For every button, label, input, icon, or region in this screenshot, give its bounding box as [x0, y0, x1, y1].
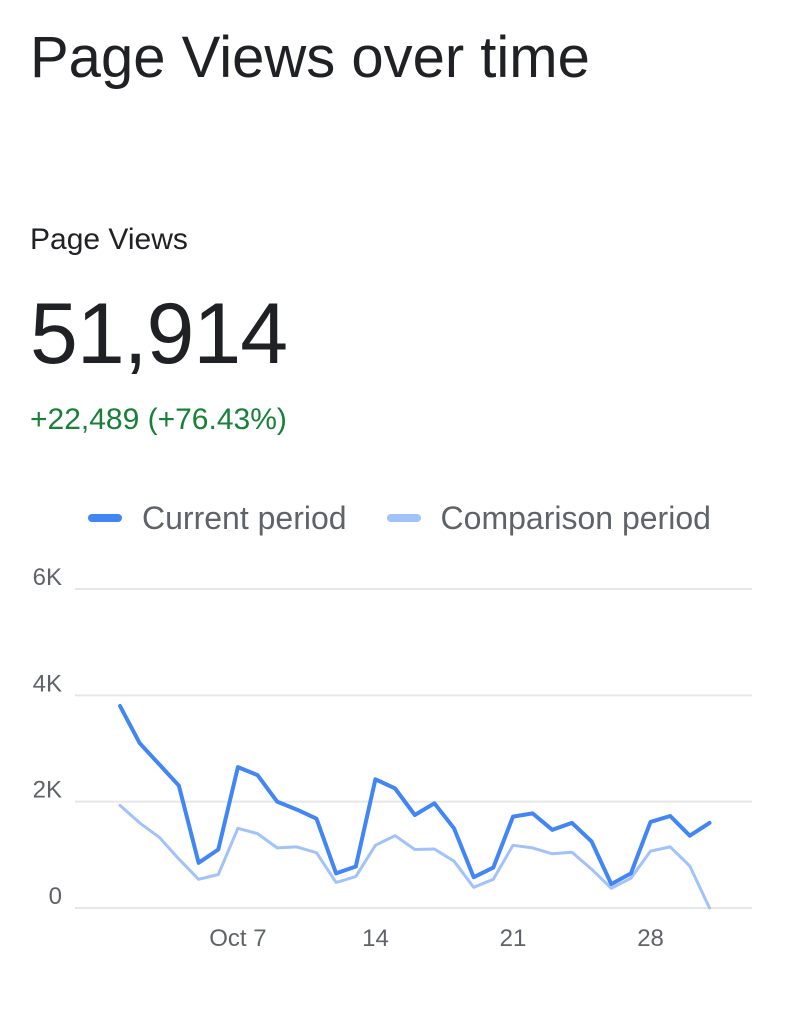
line-chart: 0 2K 4K 6K Oct 7 14 21 28 — [33, 564, 752, 952]
series-line-current[interactable] — [118, 704, 712, 887]
metric-label: Page Views — [30, 223, 188, 256]
x-axis-ticks: Oct 7 14 21 28 — [209, 925, 664, 952]
x-tick-label: 14 — [362, 925, 389, 952]
y-tick-label: 0 — [49, 883, 62, 910]
y-tick-label: 2K — [33, 777, 62, 804]
legend-item-comparison[interactable]: Comparison period — [386, 496, 711, 540]
y-tick-label: 6K — [33, 564, 62, 591]
metric-value: 51,914 — [30, 286, 288, 382]
chart-legend: Current period Comparison period — [88, 496, 751, 540]
grid-lines — [75, 588, 752, 909]
legend-label-current: Current period — [142, 500, 347, 536]
series-line-comparison[interactable] — [118, 803, 711, 910]
x-tick-label: 21 — [500, 925, 527, 952]
legend-item-current[interactable]: Current period — [88, 496, 347, 540]
card-title: Page Views over time — [30, 25, 590, 90]
x-tick-label: 28 — [637, 925, 664, 952]
legend-label-comparison: Comparison period — [440, 500, 711, 536]
metric-change: +22,489 (+76.43%) — [30, 403, 287, 436]
y-tick-label: 4K — [33, 670, 62, 697]
x-tick-label: Oct 7 — [209, 925, 266, 952]
y-axis-ticks: 0 2K 4K 6K — [33, 564, 62, 910]
legend-swatch-current — [88, 514, 122, 522]
legend-swatch-comparison — [386, 514, 421, 522]
series-lines — [118, 704, 712, 910]
